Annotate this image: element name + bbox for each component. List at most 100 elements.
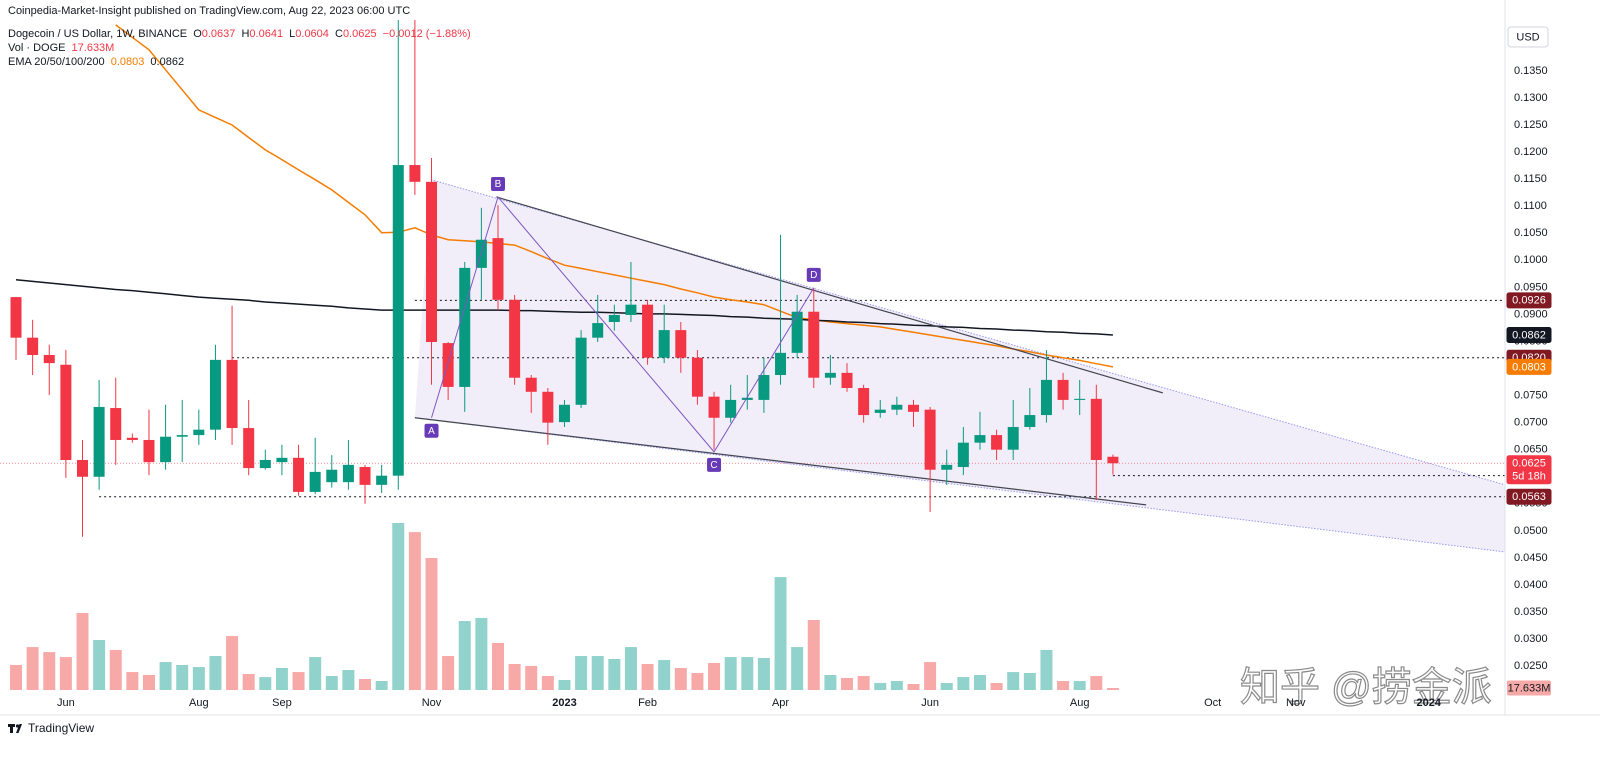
- x-tick-label: 2023: [552, 697, 576, 709]
- volume-bar: [408, 532, 421, 690]
- y-tick-label: 0.1250: [1514, 119, 1548, 131]
- candle-body: [1107, 456, 1119, 464]
- volume-bar: [724, 657, 737, 690]
- volume-bar: [292, 672, 305, 690]
- candle-body: [243, 428, 255, 469]
- candle-body: [126, 437, 138, 440]
- volume-bar: [791, 647, 804, 690]
- volume-bar: [275, 667, 288, 690]
- volume-bar: [674, 667, 687, 690]
- candle-body: [442, 343, 454, 387]
- candle-body: [725, 399, 737, 418]
- volume-tag-label: 17.633M: [1508, 682, 1551, 694]
- candle-body: [741, 397, 753, 400]
- x-tick-label: Sep: [272, 697, 292, 709]
- x-tick-label: Feb: [638, 697, 657, 709]
- volume-bar: [558, 680, 571, 690]
- volume-bar: [309, 657, 322, 690]
- x-tick-label: 2024: [1416, 697, 1441, 709]
- pattern-label-box: [707, 457, 722, 472]
- volume-bar: [541, 676, 554, 690]
- candle-body: [426, 181, 438, 343]
- y-tick-label: 0.1350: [1514, 65, 1548, 77]
- ema-line: [15, 279, 1113, 336]
- volume-bar: [1023, 672, 1036, 690]
- candle-body: [1007, 426, 1019, 450]
- candle-body: [691, 357, 703, 397]
- volume-legend: Vol · DOGE 17.633M: [8, 42, 117, 54]
- price-axis: 0.0250 0.0300 0.0350 0.0400 0.0450 0.0500 0.05…: [1506, 65, 1552, 696]
- currency-box[interactable]: [1507, 26, 1549, 48]
- footer-brand: TradingView: [28, 721, 94, 735]
- tv-logo: [8, 724, 22, 733]
- volume-bar: [192, 667, 205, 690]
- volume-bar: [940, 682, 953, 690]
- volume-bar: [608, 658, 621, 690]
- y-tick-label: 0.1150: [1514, 173, 1547, 185]
- candle-body: [625, 304, 637, 315]
- candle-body: [1040, 379, 1052, 416]
- candle-body: [642, 304, 654, 358]
- volume-bar: [525, 666, 538, 690]
- candle-body: [858, 388, 870, 416]
- candle-body: [509, 299, 521, 378]
- candle-body: [775, 352, 787, 376]
- pattern-label: A: [428, 426, 435, 437]
- y-tick-label: 0.1200: [1514, 146, 1548, 158]
- volume-bar: [226, 636, 239, 690]
- y-tick-label: 0.1050: [1514, 227, 1548, 239]
- candle-body: [459, 267, 471, 387]
- volume-bar: [874, 682, 887, 690]
- price-tag: [1506, 292, 1552, 309]
- ohlc-letter: O: [193, 28, 202, 40]
- candle-body: [957, 442, 969, 468]
- candle-body: [392, 165, 404, 476]
- volume-bar: [458, 621, 471, 690]
- volume-bar: [1040, 650, 1053, 690]
- volume-bar: [242, 673, 255, 690]
- volume-bar: [126, 672, 139, 690]
- candle-body: [841, 372, 853, 389]
- candle-body: [658, 330, 670, 358]
- publisher-line: Coinpedia-Market-Insight published on Tr…: [8, 5, 413, 17]
- y-tick-label: 0.0900: [1514, 308, 1548, 320]
- wedge-lower: [414, 417, 1505, 553]
- candle-body: [608, 314, 620, 322]
- candle-body: [209, 359, 221, 430]
- trendline: [414, 417, 1147, 506]
- volume-bar: [325, 676, 338, 690]
- volume-bar: [807, 620, 820, 690]
- volume-bar: [841, 677, 854, 690]
- volume-bar: [93, 640, 106, 690]
- candle-body: [1090, 398, 1102, 460]
- symbol-legend: Dogecoin / US Dollar, 1W, BINANCE O0.063…: [8, 28, 474, 40]
- candle-body: [907, 404, 919, 412]
- candle-body: [176, 435, 188, 437]
- x-tick-label: Aug: [1070, 697, 1090, 709]
- price-tag-label: 0.0926: [1512, 295, 1546, 307]
- x-tick-label: Apr: [772, 697, 789, 709]
- candle-body: [575, 337, 587, 405]
- volume-bar: [591, 656, 604, 690]
- candle-body: [27, 337, 39, 355]
- volume-bar: [359, 678, 372, 690]
- x-tick-label: Nov: [422, 697, 442, 709]
- volume-bar: [774, 577, 787, 690]
- volume-bar: [342, 670, 355, 690]
- candle-body: [359, 467, 371, 485]
- y-tick-label: 0.0300: [1514, 633, 1548, 645]
- currency[interactable]: USD: [1516, 31, 1539, 43]
- volume-bar: [1090, 676, 1103, 690]
- volume-bar: [857, 676, 870, 690]
- pattern-label-box: [806, 267, 821, 282]
- volume-bar: [491, 642, 504, 690]
- volume-bar: [159, 662, 172, 690]
- y-tick-label: 0.0650: [1514, 444, 1548, 456]
- candle-body: [1024, 415, 1036, 427]
- candle-body: [193, 429, 205, 436]
- candle-body: [941, 464, 953, 470]
- volume-bar: [741, 657, 754, 690]
- candle-body: [93, 406, 105, 477]
